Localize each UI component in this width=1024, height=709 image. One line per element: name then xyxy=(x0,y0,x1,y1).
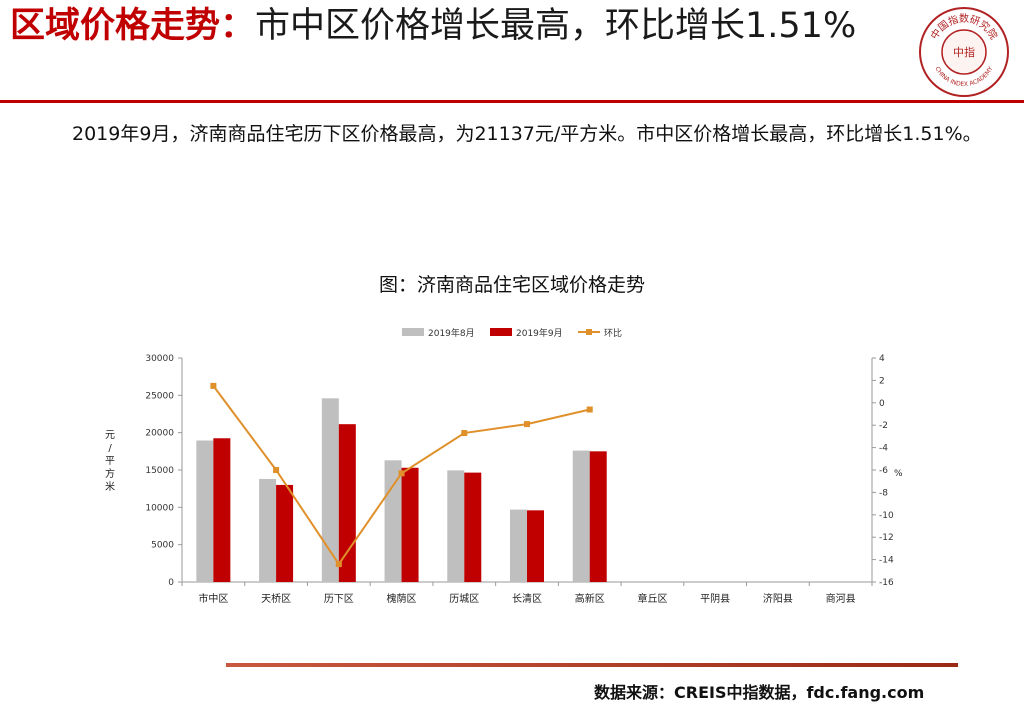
y2-tick-label: -16 xyxy=(879,578,894,588)
y-tick-label: 5000 xyxy=(151,541,174,551)
legend-label: 2019年8月 xyxy=(428,327,475,339)
bar-sep xyxy=(589,451,607,582)
y2-tick-label: -4 xyxy=(879,444,888,454)
mom-point xyxy=(461,430,468,437)
mom-point xyxy=(586,406,593,413)
legend-swatch xyxy=(490,328,512,336)
price-trend-chart: 0 5000 10000 15000 20000 25000 30000 4 2 0 -2 -4 -6 -… xyxy=(105,327,903,605)
y-tick-label: 0 xyxy=(168,578,174,588)
title-highlight: 区域价格走势： xyxy=(10,6,256,46)
y-axis-label-char: / xyxy=(108,443,112,454)
y2-tick-label: -12 xyxy=(879,533,894,543)
y2-tick-label: -8 xyxy=(879,488,888,498)
x-tick-label: 历下区 xyxy=(324,593,354,605)
data-source: 数据来源：CREIS中指数据，fdc.fang.com xyxy=(594,683,925,702)
x-tick-label: 长清区 xyxy=(512,592,542,605)
bar-sep xyxy=(213,438,231,582)
y2-tick-label: 0 xyxy=(879,399,885,409)
x-tick-label: 高新区 xyxy=(575,592,605,605)
bar-aug xyxy=(447,470,465,582)
bar-sep xyxy=(527,510,544,582)
bar-aug xyxy=(259,478,277,582)
x-tick-label: 槐荫区 xyxy=(387,592,417,605)
x-tick-label: 济阳县 xyxy=(763,592,793,605)
y-axis-label-char: 平 xyxy=(105,456,115,467)
y-tick-label: 20000 xyxy=(145,429,174,439)
y2-tick-label: -10 xyxy=(879,511,894,521)
y-tick-label: 25000 xyxy=(145,391,174,401)
logo-center: 中指 xyxy=(953,45,975,59)
x-tick-label: 市中区 xyxy=(198,592,228,605)
y-axis-label-char: 方 xyxy=(105,467,115,480)
y2-axis-label: % xyxy=(894,469,903,479)
y2-tick-label: 2 xyxy=(879,376,885,386)
bar-sep xyxy=(276,484,294,582)
x-tick-label: 章丘区 xyxy=(637,592,667,605)
bar-aug xyxy=(321,398,339,582)
mom-point xyxy=(210,382,217,389)
y-axis-label-char: 米 xyxy=(105,480,115,493)
legend-marker xyxy=(586,329,592,335)
bar-sep xyxy=(338,424,356,582)
x-tick-label: 历城区 xyxy=(449,593,479,605)
x-tick-label: 天桥区 xyxy=(261,593,291,605)
x-tick-label: 商河县 xyxy=(826,592,856,605)
mom-point xyxy=(273,467,280,473)
mom-point xyxy=(335,561,342,568)
summary-paragraph: 2019年9月，济南商品住宅历下区价格最高，为21137元/平方米。市中区价格增… xyxy=(72,123,982,145)
y-axis-label-char: 元 xyxy=(105,430,115,441)
academy-logo: 中国指数研究院 CHINA INDEX ACADEMY 中指 xyxy=(919,7,1009,97)
title-rest: 市中区价格增长最高，环比增长1.51% xyxy=(255,6,857,46)
y-tick-label: 30000 xyxy=(145,354,174,364)
y2-tick-label: -2 xyxy=(879,421,888,431)
x-tick-label: 平阴县 xyxy=(700,593,730,605)
bar-aug xyxy=(196,440,214,582)
page-title: 区域价格走势：市中区价格增长最高，环比增长1.51% xyxy=(10,4,910,48)
title-divider xyxy=(0,100,1024,103)
legend-label: 2019年9月 xyxy=(516,327,563,339)
chart-title: 图：济南商品住宅区域价格走势 xyxy=(378,274,645,296)
bar-aug xyxy=(510,509,527,582)
footer-divider xyxy=(226,663,958,667)
mom-point xyxy=(398,470,405,477)
y-tick-label: 10000 xyxy=(145,503,174,513)
legend-swatch xyxy=(402,328,424,336)
y2-tick-label: -6 xyxy=(879,466,888,476)
legend-label: 环比 xyxy=(604,327,622,339)
bar-sep xyxy=(464,472,482,582)
y-tick-label: 15000 xyxy=(145,466,174,476)
mom-point xyxy=(524,421,530,428)
bar-aug xyxy=(572,450,590,582)
y2-tick-label: -14 xyxy=(879,556,894,566)
bar-sep xyxy=(401,467,419,582)
y2-tick-label: 4 xyxy=(879,354,885,364)
